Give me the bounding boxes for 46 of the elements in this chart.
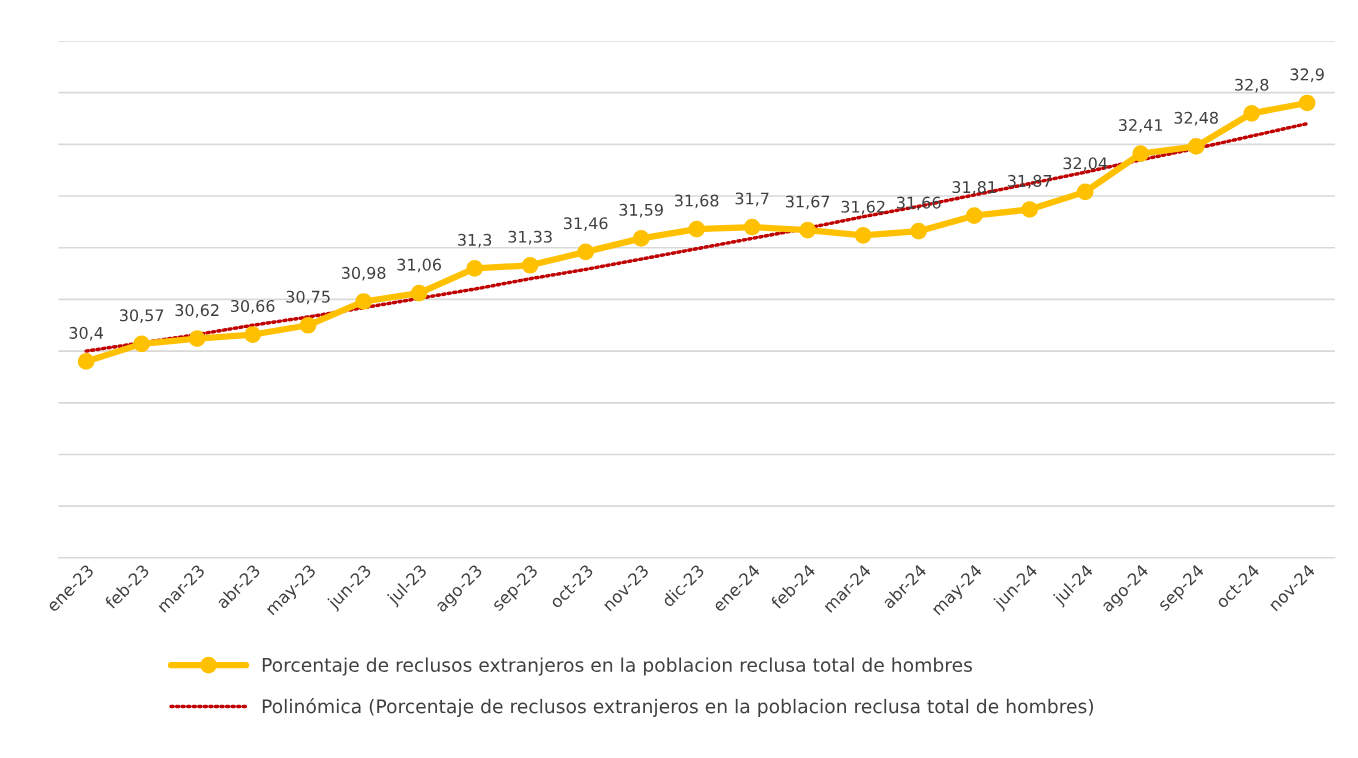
- data-label: 30,57: [120, 309, 164, 323]
- data-label: 31,62: [841, 200, 885, 215]
- data-label: 31,46: [564, 217, 608, 231]
- data-label: 32,41: [1119, 119, 1163, 133]
- point: [1132, 145, 1149, 162]
- data-label: 30,75: [286, 290, 330, 305]
- data-label: 30,4: [69, 326, 104, 341]
- point: [1021, 201, 1038, 218]
- point: [244, 326, 261, 343]
- data-label: 32,04: [1063, 157, 1108, 171]
- point: [521, 256, 539, 274]
- point: [743, 218, 761, 236]
- point: [1076, 183, 1094, 201]
- data-label: 31,33: [508, 230, 552, 245]
- data-label: 30,66: [231, 299, 275, 314]
- data-label: 32,9: [1290, 68, 1324, 83]
- data-label: 31,67: [786, 195, 830, 210]
- point: [188, 330, 206, 348]
- point: [1187, 138, 1205, 155]
- point: [77, 353, 95, 370]
- data-label: 31,81: [952, 181, 996, 195]
- point: [965, 207, 983, 224]
- data-label: 31,3: [458, 233, 492, 248]
- point: [1298, 94, 1316, 112]
- legend-label: Polinómica (Porcentaje de reclusos extranjeros en la poblacion reclusa total de hombres): [262, 698, 1094, 718]
- data-label: 31,06: [397, 258, 442, 273]
- point: [355, 293, 372, 310]
- point: [133, 335, 150, 353]
- point: [910, 222, 927, 240]
- data-label: 31,68: [675, 194, 719, 209]
- point: [854, 226, 872, 244]
- point: [466, 260, 483, 277]
- point: [799, 221, 816, 239]
- data-label: 31,59: [619, 203, 663, 218]
- data-label: 32,8: [1235, 78, 1269, 93]
- legend-label: Porcentaje de reclusos extranjeros en la poblacion reclusa total de hombres: [262, 657, 972, 676]
- point: [1243, 104, 1260, 122]
- data-label: 30,98: [342, 266, 386, 281]
- point: [299, 316, 317, 334]
- data-label: 32,48: [1174, 111, 1218, 126]
- data-label: 30,62: [175, 304, 219, 318]
- point: [410, 284, 428, 302]
- point: [688, 220, 705, 238]
- point: [632, 230, 650, 247]
- data-label: 31,7: [735, 192, 769, 207]
- point: [577, 243, 594, 261]
